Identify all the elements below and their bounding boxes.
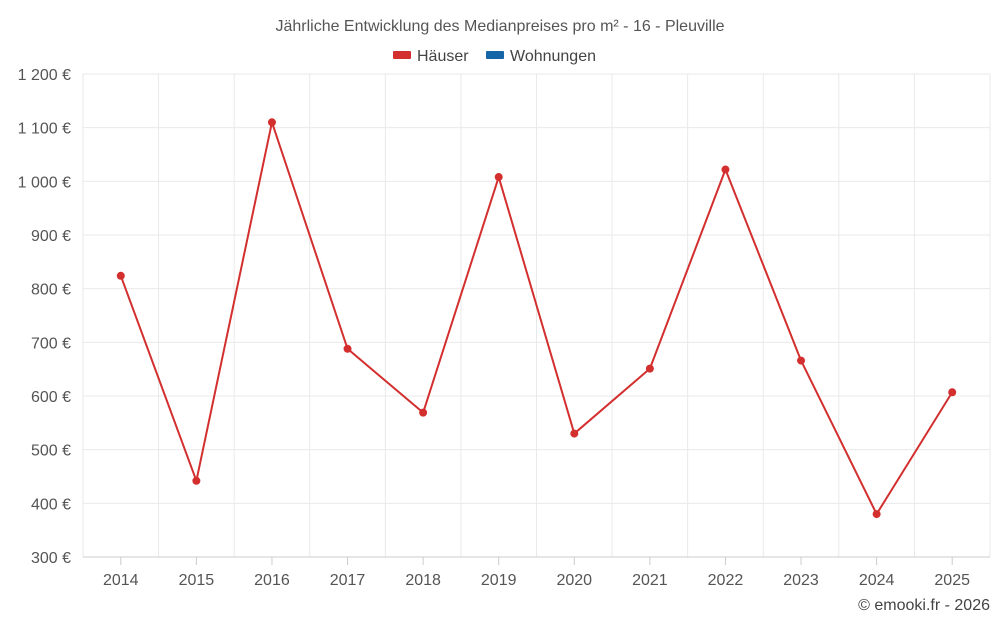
y-tick-label: 1 100 € [18,121,71,138]
x-tick-label: 2023 [783,572,819,589]
data-point-2014[interactable] [116,271,125,280]
data-point-2017[interactable] [343,344,352,353]
data-point-2024[interactable] [872,510,881,519]
data-point-2016[interactable] [267,118,276,127]
x-axis: 2014 2015 2016 2017 2018 2019 2020 2021 2022 2023… [83,556,990,589]
legend-swatch [486,51,504,59]
y-tick-label: 900 € [31,228,71,245]
data-point-2021[interactable] [645,364,654,373]
x-tick-label: 2021 [632,572,668,589]
series-line-1 [119,121,954,516]
legend: Häuser Wohnungen [393,48,596,65]
x-tick-label: 2019 [481,572,517,589]
y-tick-label: 400 € [31,496,71,513]
legend-item-1[interactable]: Häuser [393,48,469,65]
y-tick-label: 700 € [31,335,71,352]
data-point-2023[interactable] [797,356,806,365]
legend-item-2[interactable]: Wohnungen [486,48,596,65]
y-tick-label: 800 € [31,282,71,299]
chart-title: Jährliche Entwicklung des Medianpreises … [275,18,724,35]
data-point-2015[interactable] [192,476,201,485]
legend-label: Wohnungen [510,48,596,65]
y-tick-label: 500 € [31,443,71,460]
x-tick-label: 2022 [708,572,744,589]
data-point-2018[interactable] [419,408,428,417]
x-tick-label: 2025 [934,572,970,589]
legend-swatch [393,51,411,59]
data-point-2025[interactable] [948,388,957,397]
y-tick-label: 1 200 € [18,67,71,84]
x-tick-label: 2020 [556,572,592,589]
x-tick-label: 2018 [405,572,441,589]
data-point-2019[interactable] [494,173,503,182]
x-tick-label: 2024 [859,572,895,589]
y-tick-label: 1 000 € [18,174,71,191]
x-tick-label: 2014 [103,572,139,589]
data-point-2022[interactable] [721,165,730,174]
y-axis: 300 € 400 € 500 € 600 € 700 € 800 € 900 € 1 000… [18,67,71,567]
x-tick-label: 2015 [179,572,215,589]
data-point-2020[interactable] [570,429,579,438]
x-tick-label: 2016 [254,572,290,589]
series-layer [116,118,957,519]
grid [82,73,991,557]
x-tick-label: 2017 [330,572,366,589]
y-tick-label: 600 € [31,389,71,406]
y-tick-label: 300 € [31,550,71,567]
legend-label: Häuser [417,48,469,65]
credit-text: © emooki.fr - 2026 [858,597,990,614]
